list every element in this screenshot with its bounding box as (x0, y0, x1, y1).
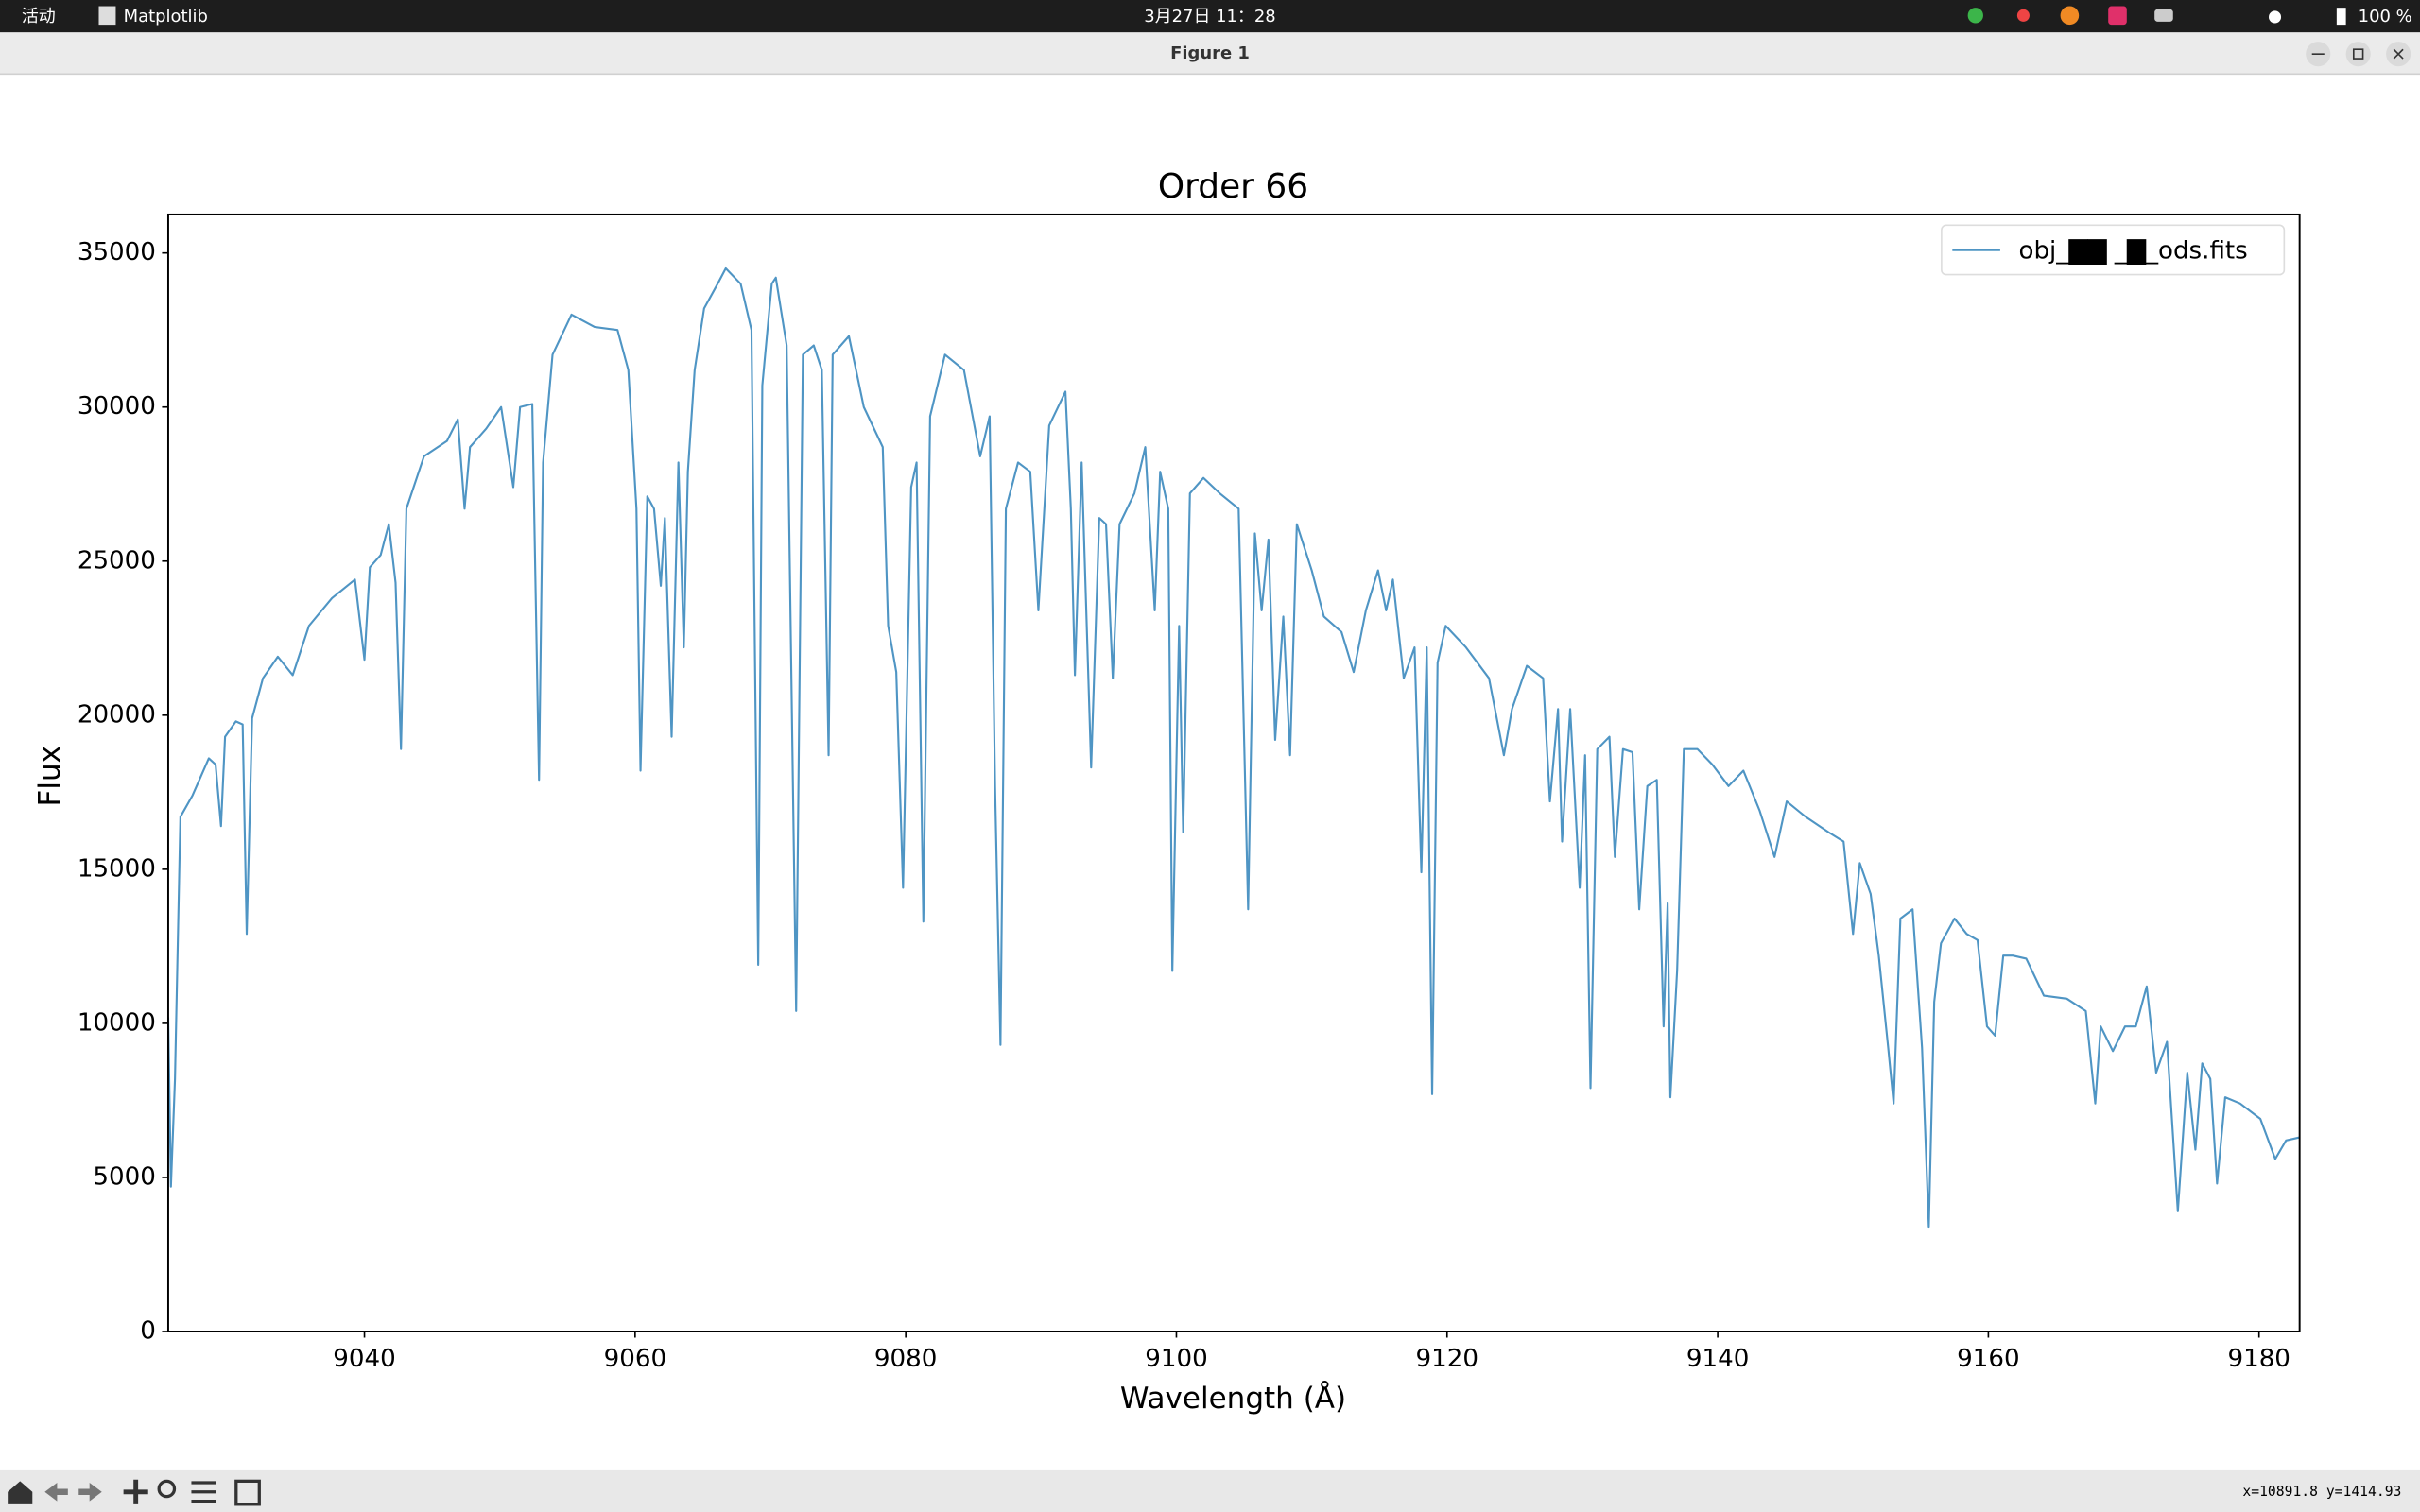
y-tick-label: 5000 (93, 1162, 155, 1191)
y-tick-label: 15000 (78, 854, 156, 883)
x-tick-label: 9140 (1686, 1345, 1749, 1373)
x-tick-label: 9100 (1145, 1345, 1207, 1373)
app-icon (98, 6, 116, 26)
toolbar (0, 1469, 2420, 1512)
top-bar (0, 0, 2420, 33)
x-tick-label: 9040 (333, 1345, 395, 1373)
window-title: Figure 1 (1170, 43, 1250, 63)
title-bar (0, 32, 2420, 75)
y-tick-label: 0 (140, 1316, 156, 1345)
y-tick-label: 30000 (78, 392, 156, 421)
y-tick-label: 35000 (78, 238, 156, 266)
legend-label: obj_▇▇ _▇_ods.fits (2019, 237, 2248, 266)
clock[interactable]: 3月27日 11：28 (1144, 7, 1275, 26)
cursor-coords: x=10891.8 y=1414.93 (2242, 1484, 2401, 1500)
axes-frame (166, 213, 2301, 1332)
activities[interactable]: 活动 (22, 7, 56, 26)
app-name[interactable]: Matplotlib (124, 7, 208, 26)
spectrum-line (167, 266, 2300, 1228)
x-axis-label: Wavelength (Å) (1120, 1380, 1346, 1416)
y-tick-label: 25000 (78, 546, 156, 575)
chart-title: Order 66 (1158, 167, 1308, 206)
toolbar-buttons[interactable] (8, 1479, 261, 1506)
legend-box (1941, 224, 2286, 276)
window-controls[interactable] (2306, 42, 2411, 67)
y-tick-label: 10000 (78, 1008, 156, 1037)
y-axis-label: Flux (33, 746, 67, 806)
battery: 100 % (2359, 7, 2412, 26)
tray-icons (1967, 6, 2346, 26)
x-tick-label: 9180 (2227, 1345, 2290, 1373)
y-tick-label: 20000 (78, 700, 156, 729)
x-tick-label: 9160 (1957, 1345, 2019, 1373)
x-tick-label: 9120 (1416, 1345, 1478, 1373)
plot-area: 9040 9060 9080 9100 9120 9140 9160 9180 0 5000 100… (78, 224, 2300, 1373)
x-tick-label: 9080 (874, 1345, 937, 1373)
x-tick-label: 9060 (604, 1345, 666, 1373)
